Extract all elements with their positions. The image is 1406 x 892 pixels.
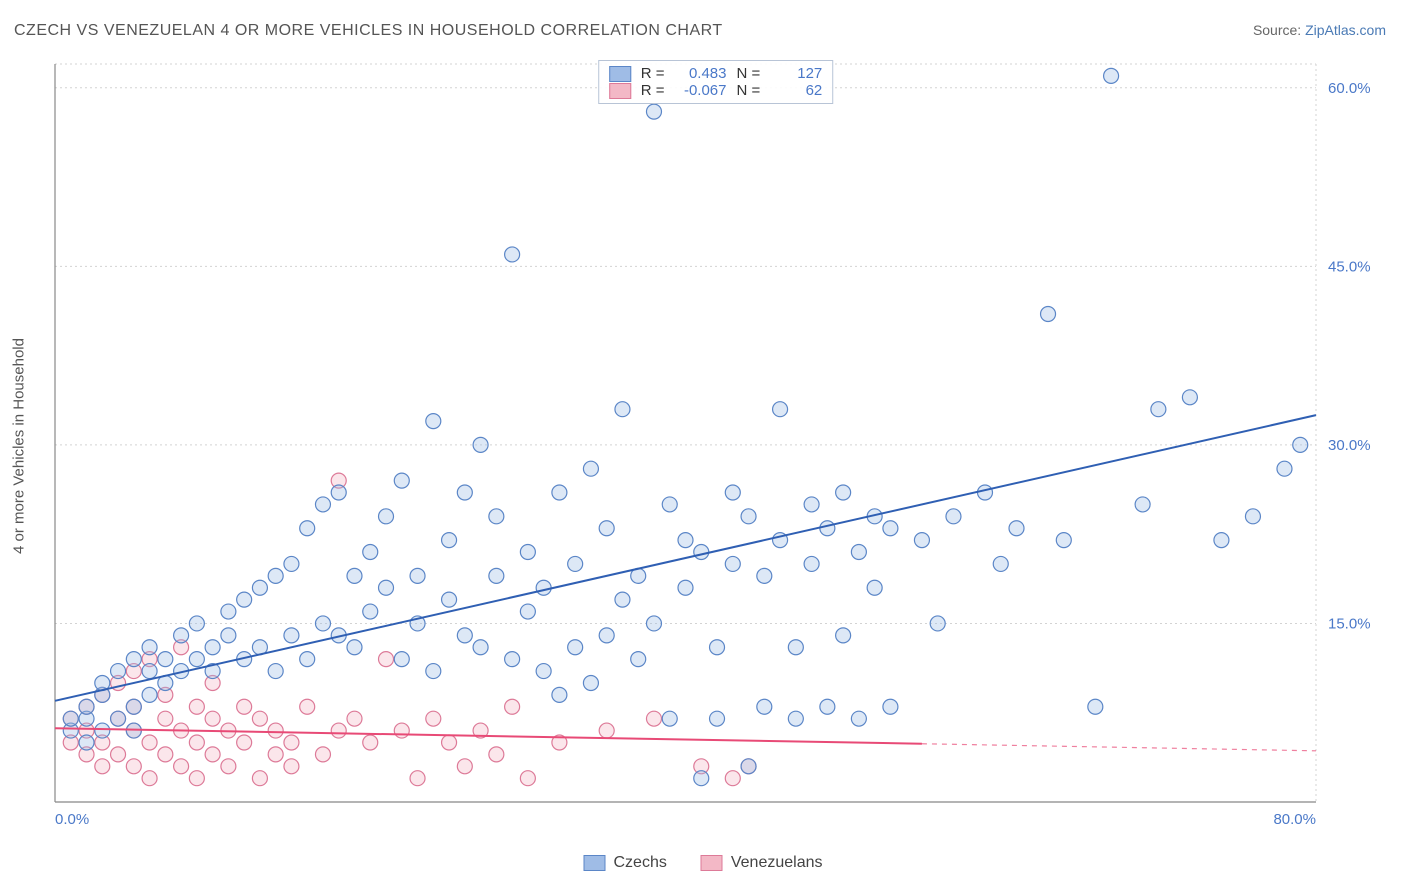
- r-label: R =: [641, 82, 665, 99]
- svg-text:80.0%: 80.0%: [1273, 811, 1316, 828]
- svg-text:15.0%: 15.0%: [1328, 615, 1371, 632]
- series-legend: Czechs Venezuelans: [584, 854, 823, 872]
- n-label: N =: [737, 82, 761, 99]
- y-axis-label: 4 or more Vehicles in Household: [11, 338, 28, 554]
- r-label: R =: [641, 65, 665, 82]
- source-link[interactable]: ZipAtlas.com: [1305, 22, 1386, 38]
- stats-legend: R = 0.483 N = 127 R = -0.067 N = 62: [598, 60, 834, 104]
- svg-text:60.0%: 60.0%: [1328, 80, 1371, 97]
- source-prefix: Source:: [1253, 22, 1305, 38]
- svg-text:0.0%: 0.0%: [55, 811, 89, 828]
- legend-item-venezuelans: Venezuelans: [701, 854, 823, 872]
- source-attribution: Source: ZipAtlas.com: [1253, 22, 1386, 38]
- n-value-venezuelans: 62: [770, 82, 822, 99]
- swatch-venezuelans: [609, 83, 631, 99]
- stats-row-czechs: R = 0.483 N = 127: [609, 65, 823, 82]
- r-value-venezuelans: -0.067: [675, 82, 727, 99]
- plot-area: 4 or more Vehicles in Household ZIPatlas…: [45, 60, 1386, 832]
- legend-item-czechs: Czechs: [584, 854, 667, 872]
- chart-title: CZECH VS VENEZUELAN 4 OR MORE VEHICLES I…: [14, 22, 723, 40]
- swatch-venezuelans: [701, 855, 723, 871]
- legend-label-czechs: Czechs: [614, 854, 667, 872]
- stats-row-venezuelans: R = -0.067 N = 62: [609, 82, 823, 99]
- swatch-czechs: [609, 66, 631, 82]
- legend-label-venezuelans: Venezuelans: [731, 854, 823, 872]
- svg-text:30.0%: 30.0%: [1328, 437, 1371, 454]
- svg-text:45.0%: 45.0%: [1328, 258, 1371, 275]
- n-label: N =: [737, 65, 761, 82]
- n-value-czechs: 127: [770, 65, 822, 82]
- scatter-plot-svg: 15.0% 30.0% 45.0% 60.0% 0.0% 80.0%: [45, 60, 1386, 832]
- swatch-czechs: [584, 855, 606, 871]
- r-value-czechs: 0.483: [675, 65, 727, 82]
